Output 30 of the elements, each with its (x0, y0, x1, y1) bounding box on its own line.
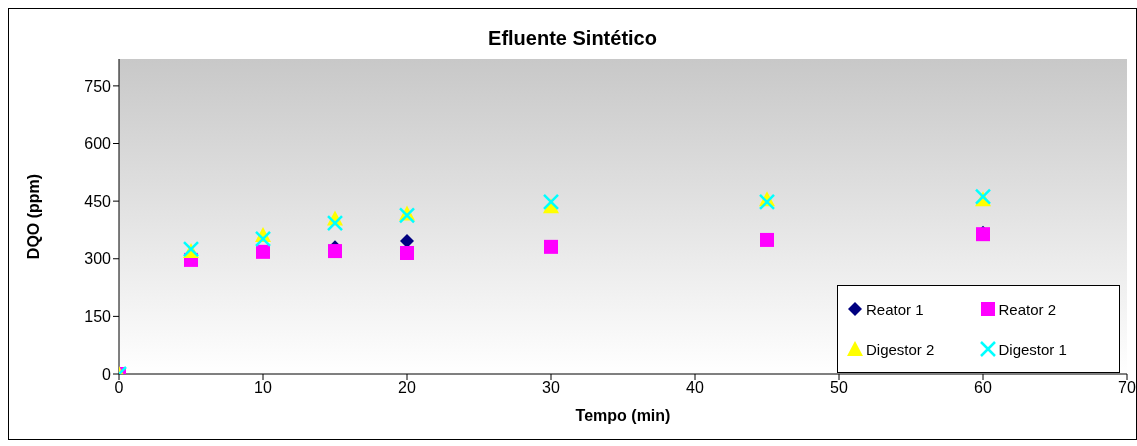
point (256, 244, 270, 259)
legend-label: Digestor 1 (998, 340, 1067, 358)
point (760, 232, 774, 247)
x-tick-label: 60 (974, 379, 992, 397)
x-tick-label: 40 (686, 379, 704, 397)
legend-label: Reator 1 (866, 300, 924, 318)
x-tick-label: 0 (114, 379, 124, 397)
point (326, 214, 344, 232)
y-tick-label: 750 (84, 77, 112, 95)
point (544, 239, 558, 254)
chart-title: Efluente Sintético (487, 27, 658, 50)
y-tick-label: 600 (84, 135, 112, 153)
x-tick-label: 70 (1118, 379, 1136, 397)
x-tick-label: 30 (542, 379, 560, 397)
y-tick-label: 0 (102, 365, 112, 383)
y-tick-label: 300 (84, 250, 112, 268)
point (254, 230, 272, 248)
legend-label: Digestor 2 (866, 340, 935, 358)
point (758, 193, 776, 211)
x-axis-title: Tempo (min) (575, 407, 671, 424)
x-tick-label: 10 (254, 379, 272, 397)
y-tick-label: 450 (84, 192, 112, 210)
point (542, 193, 560, 211)
x-tick-label: 50 (830, 379, 848, 397)
y-tick-label: 150 (84, 308, 112, 326)
legend-label: Reator 2 (998, 300, 1057, 318)
point (400, 245, 414, 260)
x-tick-label: 20 (398, 379, 416, 397)
point (328, 244, 342, 259)
y-axis-title: DQO (ppm) (24, 173, 42, 260)
